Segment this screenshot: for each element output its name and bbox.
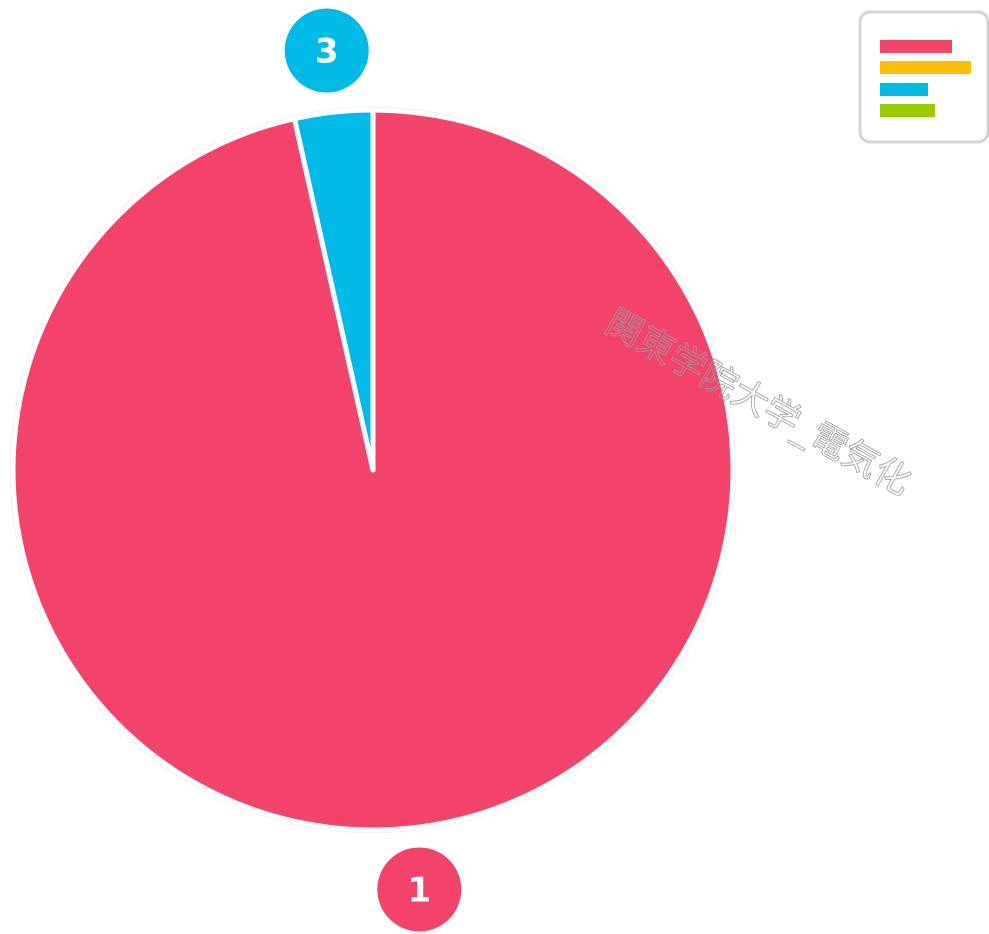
slice-badge bbox=[377, 847, 462, 932]
pie-slice bbox=[291, 107, 376, 473]
legend-icon-bar bbox=[880, 83, 928, 96]
slice-badge bbox=[284, 8, 369, 93]
legend-icon-bar bbox=[880, 40, 952, 53]
legend-button-frame[interactable] bbox=[858, 10, 989, 144]
slice-label: 3 bbox=[315, 32, 339, 72]
legend-icon-bar bbox=[880, 61, 971, 74]
slice-label: 1 bbox=[407, 870, 431, 910]
legend-button[interactable] bbox=[858, 10, 989, 144]
legend-icon-bar bbox=[880, 104, 935, 117]
